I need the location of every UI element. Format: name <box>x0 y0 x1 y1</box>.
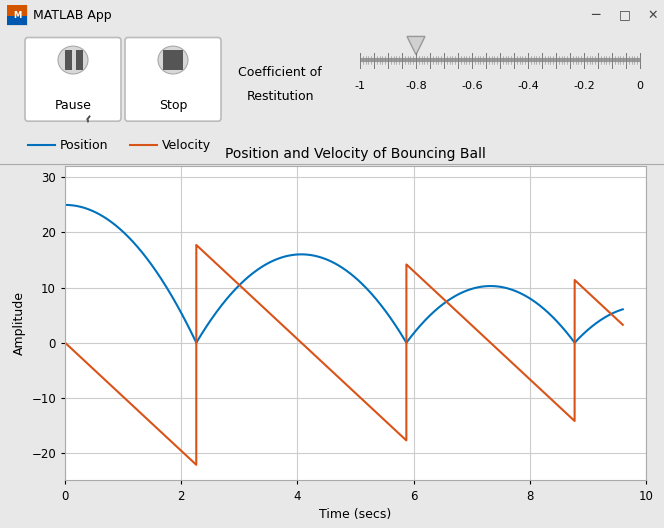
Y-axis label: Amplitude: Amplitude <box>13 291 26 355</box>
FancyBboxPatch shape <box>125 37 221 121</box>
Text: -0.4: -0.4 <box>517 81 539 91</box>
Text: Restitution: Restitution <box>246 90 314 103</box>
Text: Coefficient of: Coefficient of <box>238 67 322 79</box>
Text: M: M <box>13 11 21 20</box>
Text: Pause: Pause <box>54 99 92 111</box>
Text: ─: ─ <box>591 8 599 22</box>
Polygon shape <box>87 116 90 122</box>
Text: -0.6: -0.6 <box>461 81 483 91</box>
FancyBboxPatch shape <box>25 37 121 121</box>
Polygon shape <box>407 36 425 55</box>
Text: -1: -1 <box>355 81 365 91</box>
Bar <box>7 16 27 25</box>
Bar <box>76 50 83 70</box>
Text: MATLAB App: MATLAB App <box>33 8 112 22</box>
Ellipse shape <box>58 46 88 74</box>
Title: Position and Velocity of Bouncing Ball: Position and Velocity of Bouncing Ball <box>225 147 486 161</box>
Text: 0: 0 <box>637 81 643 91</box>
Text: □: □ <box>619 8 631 22</box>
Ellipse shape <box>158 46 188 74</box>
Bar <box>7 5 27 16</box>
FancyBboxPatch shape <box>7 5 27 25</box>
Text: Velocity: Velocity <box>162 138 211 152</box>
X-axis label: Time (secs): Time (secs) <box>319 508 392 521</box>
Text: Position: Position <box>60 138 108 152</box>
Text: ✕: ✕ <box>648 8 658 22</box>
Text: -0.8: -0.8 <box>405 81 427 91</box>
Bar <box>65 50 72 70</box>
Bar <box>163 50 183 70</box>
Text: -0.2: -0.2 <box>573 81 595 91</box>
Text: Stop: Stop <box>159 99 187 111</box>
